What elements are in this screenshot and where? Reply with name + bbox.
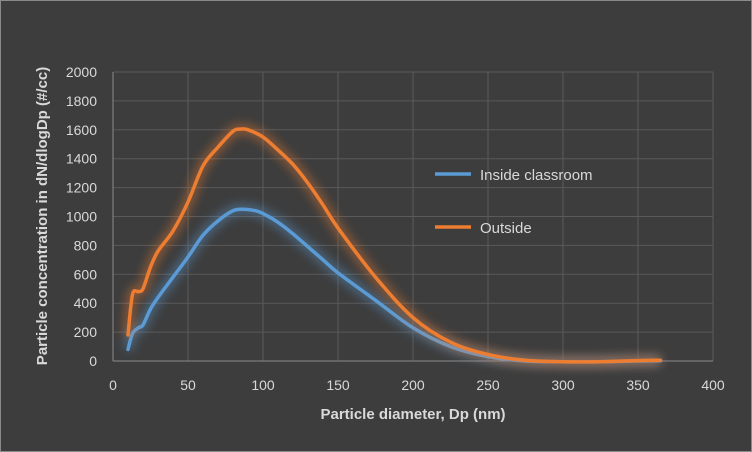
y-tick-label: 2000 [66, 64, 97, 80]
legend-label-outside: Outside [480, 220, 532, 237]
x-tick-label: 50 [180, 377, 196, 393]
x-tick-label: 350 [626, 377, 650, 393]
y-tick-label: 1000 [66, 209, 97, 225]
x-tick-label: 100 [251, 377, 275, 393]
y-tick-label: 600 [74, 266, 98, 282]
y-tick-label: 200 [74, 324, 98, 340]
y-tick-label: 1400 [66, 151, 97, 167]
y-tick-label: 1600 [66, 122, 97, 138]
x-tick-label: 200 [401, 377, 425, 393]
y-tick-label: 1200 [66, 180, 97, 196]
x-tick-label: 0 [109, 377, 117, 393]
series-line-inside-classroom [126, 207, 663, 364]
legend-label-inside-classroom: Inside classroom [480, 167, 593, 184]
y-tick-label: 400 [74, 295, 98, 311]
y-axis-label: Particle concentration in dN/dlogDp (#/c… [34, 67, 51, 365]
y-tick-label: 1800 [66, 93, 97, 109]
x-tick-label: 300 [551, 377, 575, 393]
x-tick-label: 250 [476, 377, 500, 393]
y-tick-label: 0 [89, 353, 97, 369]
x-tick-label: 150 [326, 377, 350, 393]
y-tick-label: 800 [74, 237, 98, 253]
series-line-outside [126, 127, 663, 364]
x-axis-label: Particle diameter, Dp (nm) [320, 406, 505, 423]
x-tick-label: 400 [701, 377, 725, 393]
